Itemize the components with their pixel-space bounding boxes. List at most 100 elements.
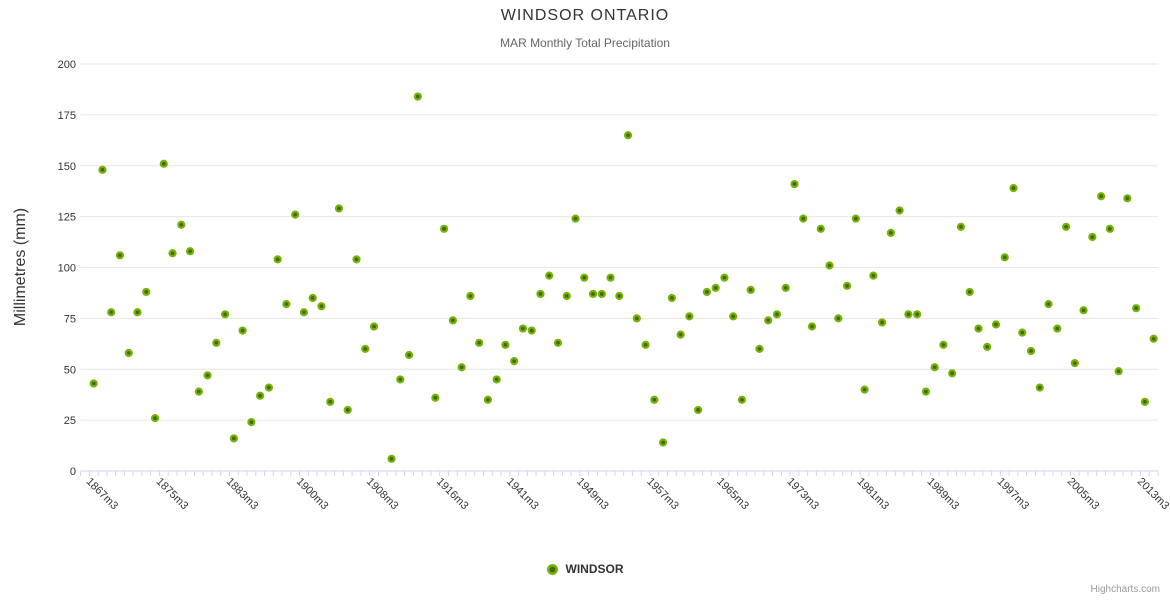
data-point[interactable] [1079, 306, 1088, 315]
data-point[interactable] [667, 293, 676, 303]
data-point[interactable] [991, 320, 1001, 329]
data-point[interactable] [1070, 359, 1079, 368]
data-point[interactable] [387, 454, 396, 463]
data-point[interactable] [921, 387, 931, 396]
data-point[interactable] [799, 214, 808, 223]
data-point[interactable] [948, 369, 957, 378]
data-point[interactable] [1009, 184, 1018, 193]
data-point[interactable] [553, 338, 563, 347]
data-point[interactable] [1088, 232, 1097, 242]
data-point[interactable] [764, 316, 773, 325]
data-point[interactable] [1149, 334, 1158, 343]
data-point[interactable] [615, 291, 624, 301]
data-point[interactable] [588, 289, 598, 299]
data-point[interactable] [816, 224, 825, 233]
data-point[interactable] [124, 348, 133, 358]
data-point[interactable] [1026, 346, 1036, 356]
data-point[interactable] [194, 387, 203, 396]
data-point[interactable] [913, 310, 922, 319]
data-point[interactable] [1140, 397, 1149, 406]
data-point[interactable] [720, 273, 729, 282]
data-point[interactable] [729, 312, 738, 321]
data-point[interactable] [807, 322, 817, 331]
data-point[interactable] [492, 375, 501, 384]
data-point[interactable] [1061, 222, 1071, 231]
data-point[interactable] [842, 281, 852, 290]
data-point[interactable] [623, 131, 633, 140]
data-point[interactable] [869, 271, 878, 280]
data-point[interactable] [1105, 224, 1114, 233]
data-point[interactable] [510, 357, 519, 366]
data-point[interactable] [1053, 324, 1062, 333]
data-point[interactable] [273, 255, 282, 264]
data-point[interactable] [597, 289, 606, 299]
data-point[interactable] [965, 287, 974, 297]
data-point[interactable] [641, 340, 650, 349]
data-point[interactable] [518, 324, 528, 333]
data-point[interactable] [737, 395, 747, 404]
data-point[interactable] [956, 222, 966, 231]
data-point[interactable] [466, 291, 475, 301]
data-point[interactable] [536, 289, 545, 299]
data-point[interactable] [150, 413, 160, 423]
data-point[interactable] [790, 179, 799, 189]
data-point[interactable] [746, 285, 755, 294]
data-point[interactable] [939, 340, 948, 349]
data-point[interactable] [685, 312, 694, 321]
data-point[interactable] [229, 434, 238, 443]
data-point[interactable] [238, 326, 247, 335]
data-point[interactable] [221, 310, 230, 319]
data-point[interactable] [1018, 328, 1027, 337]
data-point[interactable] [562, 291, 571, 301]
data-point[interactable] [98, 165, 107, 174]
data-point[interactable] [1044, 300, 1053, 309]
data-point[interactable] [571, 214, 580, 223]
data-point[interactable] [299, 308, 309, 317]
data-point[interactable] [404, 350, 414, 360]
data-point[interactable] [115, 251, 125, 260]
data-point[interactable] [606, 273, 615, 282]
data-point[interactable] [308, 293, 317, 303]
data-point[interactable] [904, 310, 913, 319]
highcharts-credit-link[interactable]: Highcharts.com [1090, 584, 1160, 595]
data-point[interactable] [545, 271, 554, 280]
data-point[interactable] [282, 300, 291, 309]
data-point[interactable] [772, 310, 782, 319]
data-point[interactable] [168, 249, 177, 258]
data-point[interactable] [632, 314, 641, 323]
data-point[interactable] [334, 204, 344, 213]
data-point[interactable] [1000, 253, 1009, 262]
data-point[interactable] [527, 326, 536, 335]
data-point[interactable] [142, 287, 151, 297]
data-point[interactable] [694, 405, 703, 415]
data-point[interactable] [930, 363, 939, 372]
data-point[interactable] [755, 344, 764, 353]
data-point[interactable] [177, 220, 186, 229]
data-point[interactable] [369, 322, 379, 331]
data-point[interactable] [1035, 383, 1044, 392]
data-point[interactable] [133, 308, 142, 317]
data-point[interactable] [440, 224, 449, 233]
data-point[interactable] [1114, 367, 1123, 376]
data-point[interactable] [475, 338, 484, 347]
data-point[interactable] [974, 324, 983, 333]
data-point[interactable] [343, 405, 352, 415]
data-point[interactable] [895, 206, 904, 215]
data-point[interactable] [107, 308, 116, 317]
data-point[interactable] [448, 316, 457, 325]
data-point[interactable] [352, 255, 361, 264]
data-point[interactable] [247, 418, 256, 427]
data-point[interactable] [781, 283, 790, 292]
data-point[interactable] [676, 330, 685, 339]
data-point[interactable] [1123, 194, 1132, 203]
data-point[interactable] [317, 302, 326, 311]
data-point[interactable] [711, 283, 720, 292]
data-point[interactable] [580, 273, 589, 282]
data-point[interactable] [396, 375, 405, 384]
data-point[interactable] [1132, 304, 1141, 313]
data-point[interactable] [203, 371, 212, 380]
data-point[interactable] [702, 287, 712, 297]
data-point[interactable] [650, 395, 659, 404]
data-point[interactable] [825, 261, 834, 270]
data-point[interactable] [361, 344, 370, 353]
